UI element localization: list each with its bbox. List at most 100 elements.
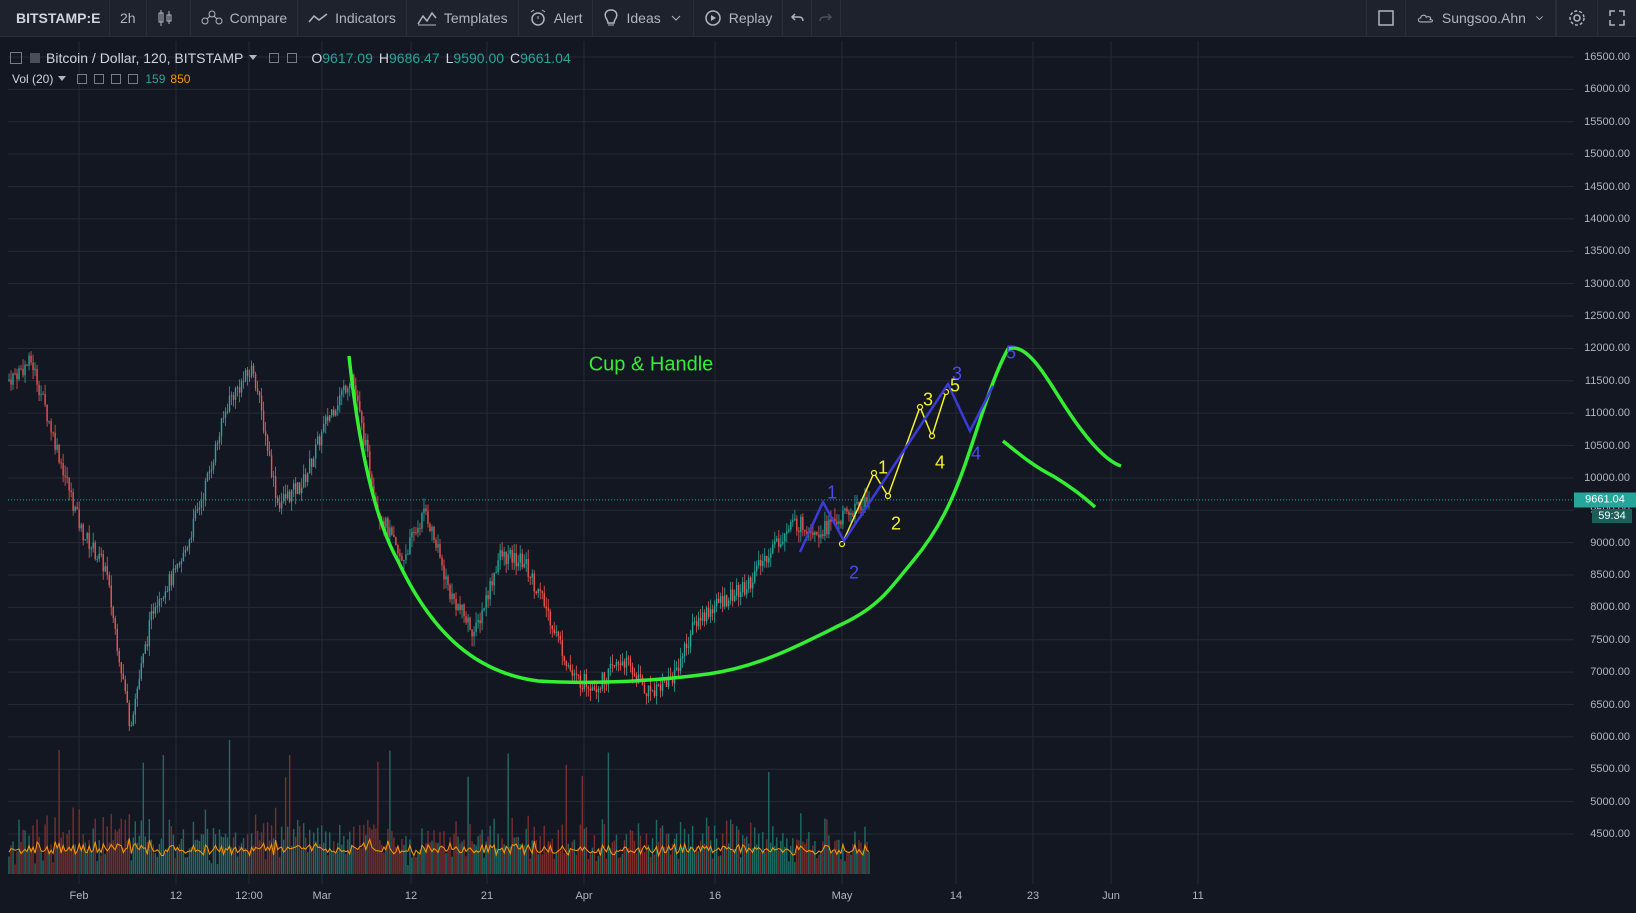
collapse-icon[interactable]: [10, 52, 22, 64]
time-axis[interactable]: Feb 12 12:00 Mar 12 21 Apr 16 May 14 23 Jun 11: [8, 884, 1574, 913]
volume-bar: [32, 825, 34, 874]
volume-bar: [415, 857, 417, 874]
volume-bar: [649, 856, 652, 874]
candle-body: [276, 497, 279, 503]
volume-bar: [731, 823, 734, 874]
price-tick-label: 13500.00: [1584, 245, 1630, 258]
candle-body: [313, 458, 315, 467]
templates-icon: [417, 11, 437, 26]
symbol-title[interactable]: Bitcoin / Dollar, 120, BITSTAMP: [46, 50, 244, 66]
candle-body: [329, 415, 331, 421]
vol-settings-icon[interactable]: [94, 74, 105, 84]
volume-bar: [419, 849, 421, 874]
volume-bar: [635, 853, 638, 874]
indicators-label: Indicators: [335, 10, 396, 26]
volume-bar: [306, 851, 309, 874]
candle-body: [744, 582, 746, 595]
volume-bar: [262, 823, 265, 874]
templates-button[interactable]: Templates: [407, 0, 519, 37]
candle-body: [361, 411, 363, 423]
user-menu[interactable]: Sungsoo.Ahn: [1406, 0, 1556, 37]
volume-bar: [300, 849, 303, 874]
candle-body: [359, 400, 361, 412]
candle-body: [116, 628, 118, 652]
volume-bar: [365, 835, 367, 874]
compare-button[interactable]: Compare: [191, 0, 299, 37]
volume-bar: [549, 842, 551, 874]
candle-body: [138, 678, 141, 689]
wave-point: [838, 540, 846, 548]
price-chart[interactable]: [8, 41, 1574, 913]
volume-bar: [750, 822, 752, 874]
volume-bar: [523, 845, 525, 874]
chevron-down-icon: [671, 15, 681, 21]
expand-button[interactable]: [1598, 0, 1636, 37]
blue-wave-label-2: 2: [848, 562, 860, 583]
settings-button[interactable]: [1556, 0, 1598, 37]
candle-body: [413, 531, 415, 533]
candle-body: [737, 585, 740, 598]
indicators-button[interactable]: Indicators: [298, 0, 407, 37]
chart-grid: [8, 41, 1574, 884]
candle-body: [599, 688, 602, 690]
vol-add-icon[interactable]: [111, 74, 122, 84]
candle-body: [393, 535, 395, 538]
candle-body: [443, 565, 445, 580]
interval-button[interactable]: 2h: [110, 0, 147, 37]
candle-body: [593, 687, 596, 690]
alert-label: Alert: [553, 10, 583, 26]
candle-body: [842, 510, 844, 525]
volume-bar: [539, 836, 541, 874]
candle-body: [615, 662, 618, 667]
candle-body: [84, 539, 86, 541]
candle-body: [230, 395, 233, 397]
vol-remove-icon[interactable]: [128, 74, 139, 84]
redo-button[interactable]: [812, 0, 842, 37]
volume-legend: Vol (20) 159 850: [12, 72, 190, 86]
ideas-button[interactable]: Ideas: [593, 0, 694, 37]
cup-curve-drawing: [347, 346, 1122, 685]
candle-body: [68, 477, 70, 491]
legend-remove-icon[interactable]: [287, 53, 298, 63]
volume-bar: [26, 852, 28, 874]
volume-bar: [647, 845, 650, 874]
volume-bar: [723, 845, 726, 874]
candle-body: [160, 598, 163, 600]
volume-bar: [343, 836, 345, 874]
volume-bar: [703, 843, 706, 874]
candle-body: [758, 560, 760, 566]
legend-settings-icon[interactable]: [269, 53, 280, 63]
candle-body: [607, 668, 610, 685]
vol-eye-icon[interactable]: [77, 74, 88, 84]
volume-bar: [34, 863, 36, 874]
volume-bar: [802, 841, 804, 874]
volume-bar: [371, 829, 373, 874]
symbol-search[interactable]: BITSTAMP:E: [0, 0, 110, 37]
volume-bar: [617, 857, 620, 874]
volume-bar: [18, 819, 20, 874]
volume-label[interactable]: Vol (20): [12, 72, 54, 86]
volume-bar: [331, 852, 333, 874]
candle-body: [705, 607, 708, 622]
fullscreen-toggle[interactable]: [1366, 0, 1406, 37]
replay-button[interactable]: Replay: [694, 0, 784, 37]
chart-type-button[interactable]: [147, 0, 191, 37]
price-tick-label: 12000.00: [1584, 342, 1630, 355]
volume-bar: [294, 836, 297, 874]
alert-button[interactable]: Alert: [519, 0, 594, 37]
volume-bar: [505, 846, 507, 874]
volume-bar: [68, 829, 70, 874]
undo-button[interactable]: [783, 0, 813, 37]
volume-bar: [605, 858, 608, 874]
volume-bar: [796, 839, 798, 874]
volume-bar: [820, 851, 822, 874]
volume-bar: [66, 834, 68, 874]
price-axis[interactable]: 16500.00 16000.00 15500.00 15000.00 14500.00…: [1574, 41, 1636, 891]
volume-bar: [579, 824, 582, 874]
price-tick-label: 5000.00: [1590, 795, 1630, 808]
volume-bar: [453, 833, 455, 874]
volume-bar: [611, 842, 614, 874]
pattern-label: Cup & Handle: [588, 353, 714, 376]
volume-bar: [689, 846, 692, 874]
volume-bar: [587, 859, 590, 874]
